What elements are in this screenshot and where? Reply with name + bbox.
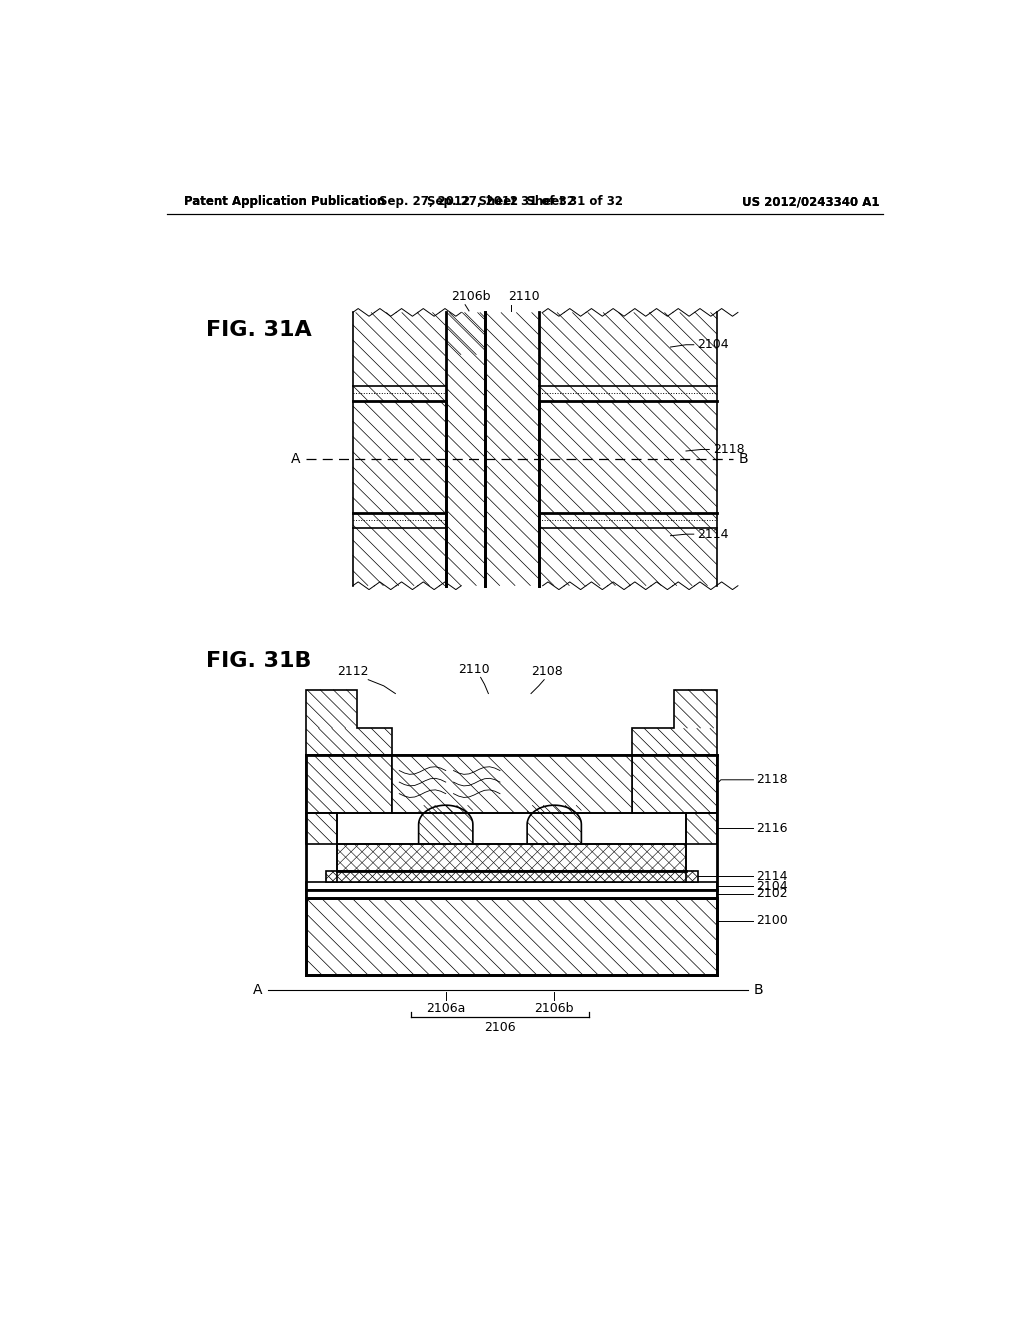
Text: Patent Application Publication: Patent Application Publication <box>183 195 385 209</box>
Text: 2110: 2110 <box>508 290 540 304</box>
Text: B: B <box>754 983 763 997</box>
Bar <box>632 755 717 813</box>
Text: 2116: 2116 <box>756 822 787 834</box>
Text: Patent Application Publication: Patent Application Publication <box>183 195 385 209</box>
Text: US 2012/0243340 A1: US 2012/0243340 A1 <box>742 195 880 209</box>
Text: 2118: 2118 <box>756 774 787 787</box>
Text: 2110: 2110 <box>459 663 490 676</box>
Text: FIG. 31A: FIG. 31A <box>206 321 311 341</box>
Polygon shape <box>632 689 717 755</box>
Bar <box>306 890 717 898</box>
Text: A: A <box>253 983 262 997</box>
Text: 2106a: 2106a <box>426 1002 466 1015</box>
Text: B: B <box>738 451 749 466</box>
Bar <box>391 755 632 813</box>
Text: US 2012/0243340 A1: US 2012/0243340 A1 <box>742 195 880 209</box>
Text: 2100: 2100 <box>756 915 787 927</box>
Text: 2114: 2114 <box>697 528 729 541</box>
Text: 2104: 2104 <box>697 338 729 351</box>
Bar <box>306 755 391 813</box>
Text: FIG. 31B: FIG. 31B <box>206 651 311 671</box>
Text: 2108: 2108 <box>530 665 562 678</box>
Text: 2118: 2118 <box>713 444 744 455</box>
Text: 2106b: 2106b <box>452 290 490 304</box>
Text: Sep. 27, 2012  Sheet 31 of 32: Sep. 27, 2012 Sheet 31 of 32 <box>379 195 574 209</box>
Text: 2112: 2112 <box>337 665 369 678</box>
Bar <box>306 813 337 843</box>
Text: 2104: 2104 <box>756 879 787 892</box>
Bar <box>686 813 717 843</box>
Text: 2106: 2106 <box>484 1020 516 1034</box>
Bar <box>326 871 697 882</box>
Text: Sep. 27, 2012  Sheet 31 of 32: Sep. 27, 2012 Sheet 31 of 32 <box>427 195 623 209</box>
Bar <box>306 898 717 974</box>
Polygon shape <box>306 689 391 755</box>
Text: 2114: 2114 <box>756 870 787 883</box>
Bar <box>306 882 717 890</box>
Text: 2102: 2102 <box>756 887 787 900</box>
Bar <box>337 843 686 871</box>
Text: A: A <box>291 451 300 466</box>
Text: 2106b: 2106b <box>535 1002 574 1015</box>
